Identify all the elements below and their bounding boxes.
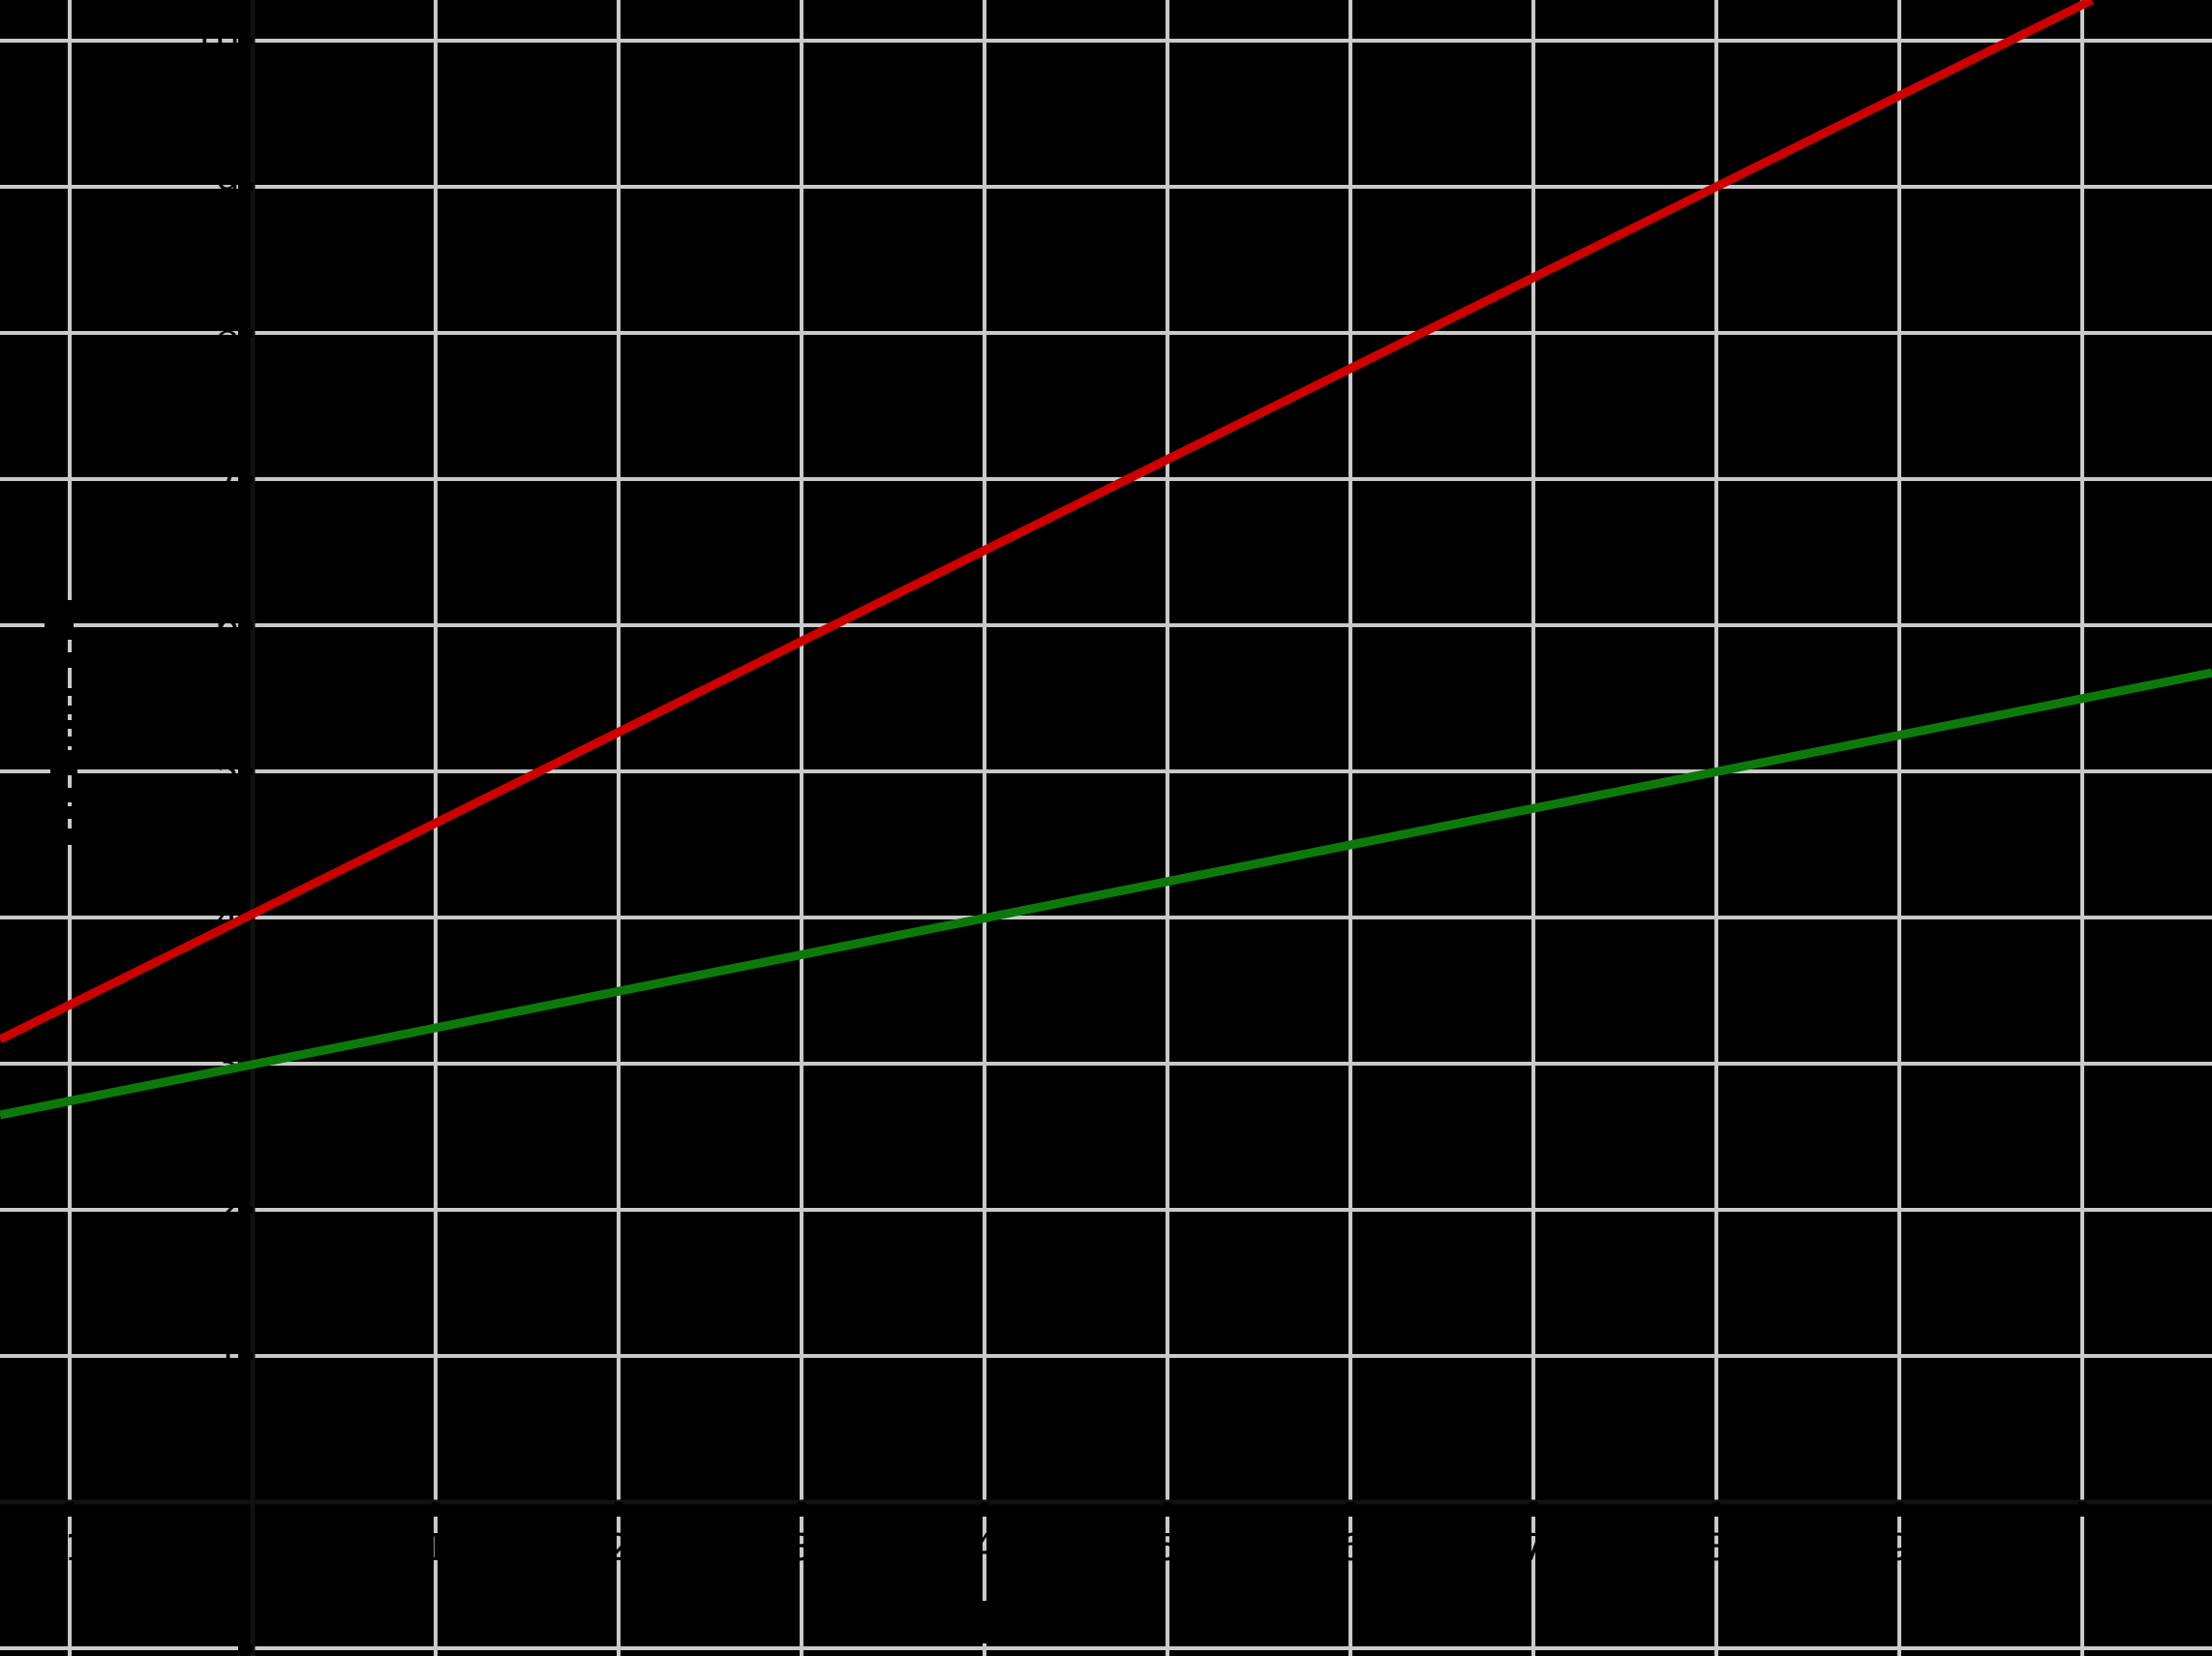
y-axis-tick bbox=[238, 1206, 253, 1214]
plot-lines bbox=[0, 0, 2212, 1120]
x-tick-label: 1 bbox=[424, 1526, 447, 1569]
y-axis-title-fragment bbox=[67, 737, 74, 746]
y-tick-label: 1 bbox=[216, 1335, 239, 1377]
y-axis-tick bbox=[238, 621, 253, 629]
y-axis-title-fragment bbox=[67, 828, 74, 845]
y-tick-label: 7 bbox=[216, 458, 239, 500]
x-tick-label: 5 bbox=[1156, 1526, 1179, 1569]
x-tick-label: 3 bbox=[790, 1526, 813, 1569]
x-axis-tick bbox=[2078, 1502, 2086, 1517]
y-axis-title-fragment bbox=[50, 768, 77, 775]
y-axis-tick bbox=[238, 183, 253, 191]
y-axis-tick bbox=[238, 1644, 253, 1652]
y-axis-tick bbox=[238, 37, 253, 45]
y-tick-label: 8 bbox=[216, 312, 239, 354]
x-tick-label: 4 bbox=[973, 1526, 996, 1569]
x-axis-tick bbox=[1895, 1502, 1903, 1517]
x-axis-tick bbox=[1530, 1502, 1537, 1517]
y-axis-title-fragment bbox=[67, 706, 74, 714]
y-axis-title-fragment bbox=[67, 600, 74, 640]
x-axis-tick bbox=[1712, 1502, 1720, 1517]
y-axis-tick bbox=[238, 1352, 253, 1360]
x-axis-tick bbox=[1164, 1502, 1171, 1517]
x-axis-tick bbox=[615, 1502, 622, 1517]
x-tick-label: 6 bbox=[1339, 1526, 1362, 1569]
y-tick-label: 5 bbox=[216, 750, 239, 793]
x-tick-label: -1 bbox=[51, 1526, 88, 1569]
y-axis-title-fragment bbox=[67, 806, 74, 819]
y-axis-title-fragment bbox=[67, 652, 74, 668]
y-axis-title-fragment bbox=[45, 622, 70, 629]
x-tick-label: 9 bbox=[1888, 1526, 1911, 1569]
x-axis-tick bbox=[981, 1502, 988, 1517]
y-tick-label: 10 bbox=[193, 19, 239, 62]
y-axis-tick bbox=[238, 768, 253, 775]
x-tick-label: 10 bbox=[2059, 1526, 2106, 1569]
x-tick-label: 2 bbox=[607, 1526, 630, 1569]
x-axis-tick bbox=[432, 1502, 439, 1517]
y-axis-tick bbox=[238, 475, 253, 483]
black-text-fragments bbox=[45, 600, 988, 1643]
y-axis-tick bbox=[238, 329, 253, 337]
x-axis-tick bbox=[66, 1502, 74, 1517]
x-axis-title-fragment bbox=[982, 1601, 988, 1643]
y-axis-title-fragment bbox=[67, 750, 74, 775]
y-tick-label: 6 bbox=[216, 604, 239, 647]
x-axis-tick bbox=[1347, 1502, 1354, 1517]
y-tick-label: 2 bbox=[216, 1189, 239, 1231]
y-axis-title-fragment bbox=[67, 688, 74, 696]
red-line bbox=[0, 0, 2095, 1044]
x-axis-tick bbox=[798, 1502, 805, 1517]
y-axis-title-fragment bbox=[67, 720, 74, 729]
y-axis-title-fragment bbox=[67, 788, 74, 802]
green-line bbox=[0, 668, 2212, 1120]
x-tick-label: 8 bbox=[1705, 1526, 1728, 1569]
y-tick-label: 9 bbox=[216, 166, 239, 208]
x-tick-label: 7 bbox=[1522, 1526, 1545, 1569]
